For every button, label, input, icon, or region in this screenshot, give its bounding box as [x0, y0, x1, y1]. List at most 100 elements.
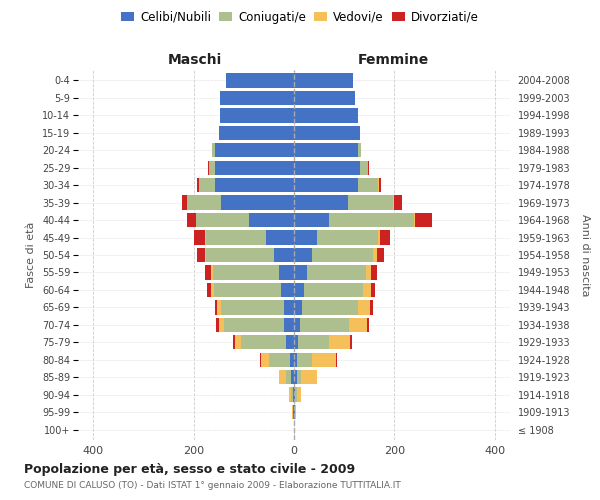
Bar [294, 74, 353, 88]
Bar [296, 388, 301, 402]
Bar [358, 300, 370, 314]
Legend: Celibi/Nubili, Coniugati/e, Vedovi/e, Divorziati/e: Celibi/Nubili, Coniugati/e, Vedovi/e, Di… [116, 6, 484, 28]
Text: COMUNE DI CALUSO (TO) - Dati ISTAT 1° gennaio 2009 - Elaborazione TUTTITALIA.IT: COMUNE DI CALUSO (TO) - Dati ISTAT 1° ge… [24, 481, 401, 490]
Bar [413, 213, 415, 227]
Bar [269, 352, 290, 367]
Bar [379, 178, 382, 192]
Bar [211, 266, 212, 280]
Bar [290, 352, 294, 367]
Bar [301, 370, 317, 384]
Bar [335, 352, 337, 367]
Bar [368, 160, 369, 175]
Bar [199, 178, 215, 192]
Bar [182, 196, 187, 210]
Bar [349, 318, 367, 332]
Bar [300, 318, 349, 332]
Bar [220, 91, 294, 105]
Bar [197, 178, 199, 192]
Bar [286, 335, 294, 349]
Bar [394, 196, 402, 210]
Bar [284, 300, 294, 314]
Bar [364, 283, 371, 297]
Bar [286, 370, 292, 384]
Bar [361, 160, 368, 175]
Bar [215, 300, 217, 314]
Bar [289, 388, 292, 402]
Bar [279, 370, 286, 384]
Bar [329, 335, 350, 349]
Bar [294, 126, 361, 140]
Bar [294, 196, 348, 210]
Bar [307, 266, 366, 280]
Bar [205, 248, 206, 262]
Bar [281, 283, 294, 297]
Bar [373, 248, 377, 262]
Bar [294, 300, 302, 314]
Bar [274, 248, 294, 262]
Bar [294, 213, 329, 227]
Bar [371, 266, 377, 280]
Bar [218, 318, 224, 332]
Bar [295, 405, 296, 419]
Bar [292, 370, 294, 384]
Bar [294, 266, 307, 280]
Bar [197, 248, 205, 262]
Y-axis label: Anni di nascita: Anni di nascita [580, 214, 590, 296]
Bar [348, 196, 394, 210]
Bar [294, 283, 304, 297]
Bar [224, 318, 284, 332]
Bar [317, 230, 378, 244]
Bar [370, 300, 373, 314]
Bar [214, 283, 281, 297]
Bar [294, 230, 317, 244]
Bar [377, 248, 385, 262]
Bar [212, 266, 279, 280]
Bar [302, 300, 358, 314]
Bar [187, 213, 196, 227]
Bar [260, 352, 262, 367]
Bar [215, 143, 294, 158]
Bar [294, 160, 361, 175]
Bar [205, 230, 206, 244]
Bar [292, 388, 293, 402]
Bar [220, 108, 294, 122]
Bar [358, 178, 379, 192]
Bar [215, 160, 294, 175]
Bar [249, 213, 294, 227]
Bar [216, 318, 218, 332]
Bar [293, 388, 294, 402]
Bar [262, 352, 269, 367]
Bar [217, 300, 221, 314]
Bar [187, 196, 221, 210]
Bar [415, 213, 432, 227]
Bar [284, 318, 294, 332]
Bar [221, 300, 284, 314]
Bar [241, 335, 286, 349]
Bar [294, 91, 355, 105]
Bar [371, 283, 375, 297]
Bar [296, 352, 311, 367]
Bar [294, 370, 296, 384]
Bar [206, 230, 266, 244]
Bar [194, 230, 205, 244]
Bar [205, 266, 211, 280]
Bar [206, 248, 274, 262]
Bar [292, 405, 293, 419]
Bar [209, 160, 215, 175]
Bar [226, 74, 294, 88]
Bar [311, 248, 373, 262]
Bar [294, 248, 311, 262]
Bar [304, 283, 364, 297]
Bar [366, 266, 371, 280]
Text: Popolazione per età, sesso e stato civile - 2009: Popolazione per età, sesso e stato civil… [24, 462, 355, 475]
Text: Maschi: Maschi [167, 54, 222, 68]
Bar [378, 230, 380, 244]
Bar [294, 335, 298, 349]
Bar [207, 283, 211, 297]
Bar [295, 388, 296, 402]
Bar [298, 335, 329, 349]
Bar [279, 266, 294, 280]
Bar [294, 388, 295, 402]
Bar [294, 318, 300, 332]
Bar [196, 213, 249, 227]
